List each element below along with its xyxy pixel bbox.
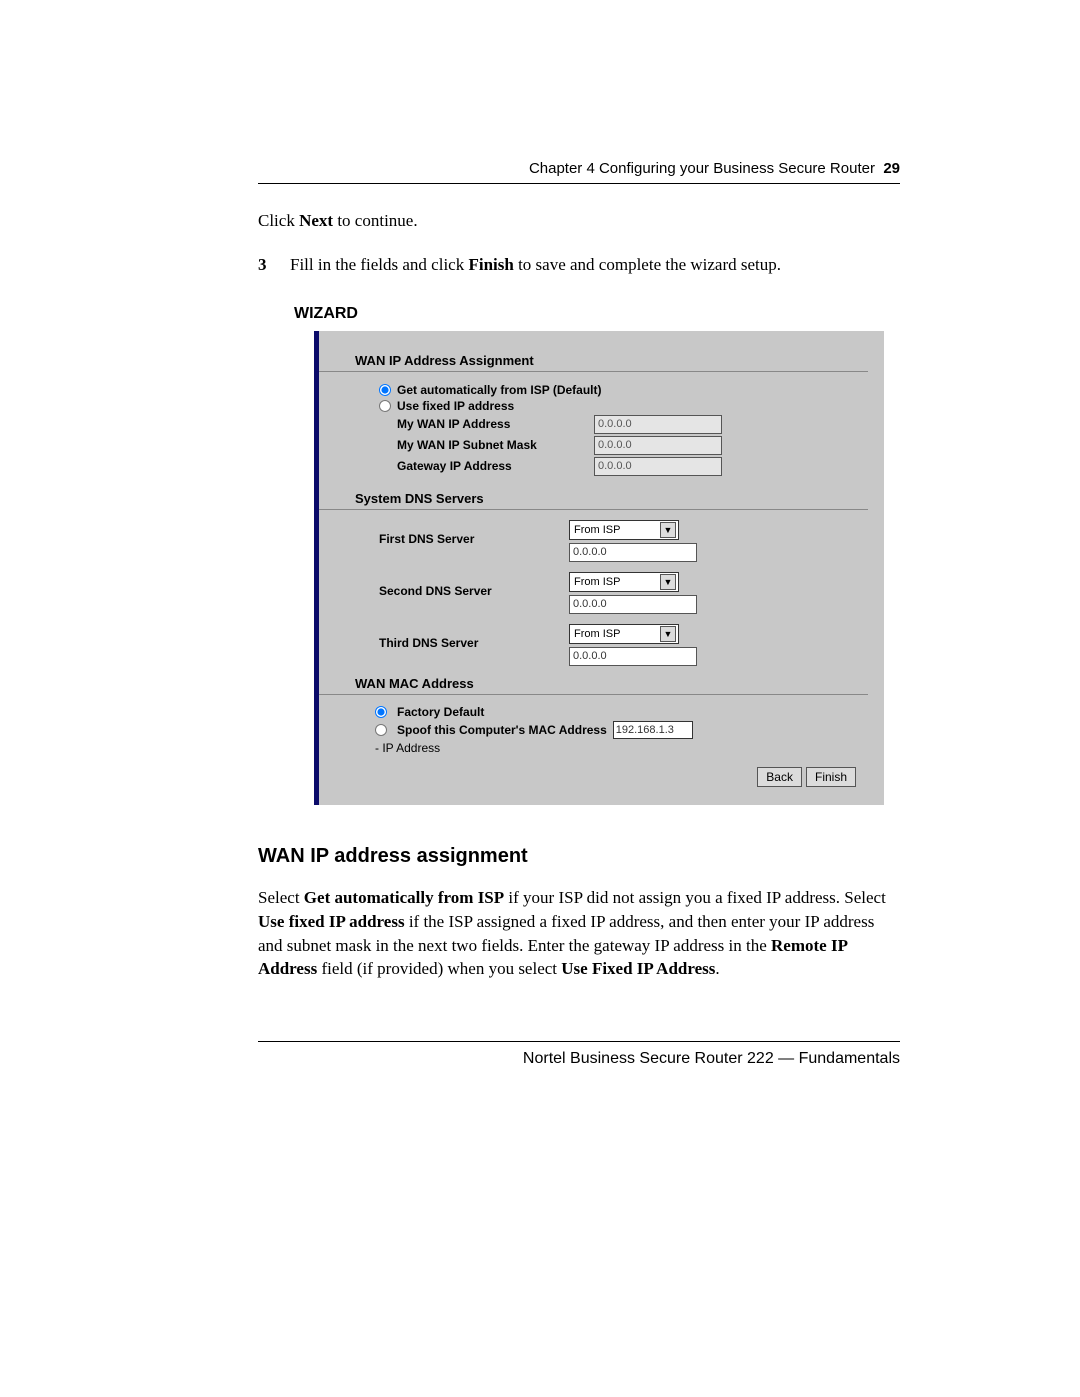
dns3-select[interactable]: From ISP ▼ <box>569 624 679 644</box>
intro-text: Click Next to continue. <box>258 210 900 233</box>
radio-fixed[interactable] <box>379 400 391 412</box>
input-my-mask[interactable] <box>594 436 722 455</box>
wizard-panel: WAN IP Address Assignment Get automatica… <box>314 331 884 805</box>
radio-auto[interactable] <box>379 384 391 396</box>
section-paragraph: Select Get automatically from ISP if you… <box>258 886 900 981</box>
lbl-gateway: Gateway IP Address <box>379 459 594 473</box>
ip-address-note: - IP Address <box>375 741 868 755</box>
wizard-caption: WIZARD <box>294 305 900 323</box>
input-my-ip[interactable] <box>594 415 722 434</box>
radio-factory-row[interactable]: Factory Default <box>375 705 868 719</box>
dns-row-1: First DNS Server From ISP ▼ <box>379 520 884 562</box>
dns2-label: Second DNS Server <box>379 572 569 598</box>
step-3: 3 Fill in the fields and click Finish to… <box>258 255 900 275</box>
radio-fixed-row[interactable]: Use fixed IP address <box>319 398 884 414</box>
chapter-title: Chapter 4 Configuring your Business Secu… <box>529 160 875 177</box>
radio-factory[interactable] <box>375 706 387 718</box>
finish-button[interactable]: Finish <box>806 767 856 787</box>
chevron-down-icon: ▼ <box>660 574 676 590</box>
dns1-input[interactable] <box>569 543 697 562</box>
radio-factory-label: Factory Default <box>397 705 484 719</box>
dns3-label: Third DNS Server <box>379 624 569 650</box>
dns1-select[interactable]: From ISP ▼ <box>569 520 679 540</box>
lbl-my-mask: My WAN IP Subnet Mask <box>379 438 594 452</box>
lbl-my-ip: My WAN IP Address <box>379 417 594 431</box>
chevron-down-icon: ▼ <box>660 522 676 538</box>
radio-fixed-label: Use fixed IP address <box>397 399 514 413</box>
input-gateway[interactable] <box>594 457 722 476</box>
dns1-label: First DNS Server <box>379 520 569 546</box>
step-text: Fill in the fields and click Finish to s… <box>290 255 900 275</box>
spoof-input[interactable] <box>613 721 693 739</box>
radio-spoof-row[interactable]: Spoof this Computer's MAC Address <box>375 721 868 739</box>
chevron-down-icon: ▼ <box>660 626 676 642</box>
dns-row-3: Third DNS Server From ISP ▼ <box>379 624 884 666</box>
step-number: 3 <box>258 255 272 275</box>
radio-spoof[interactable] <box>375 724 387 736</box>
page-footer: Nortel Business Secure Router 222 — Fund… <box>258 1041 900 1068</box>
dns3-input[interactable] <box>569 647 697 666</box>
section-heading: WAN IP address assignment <box>258 845 900 868</box>
section-mac: WAN MAC Address <box>319 676 868 695</box>
dns-row-2: Second DNS Server From ISP ▼ <box>379 572 884 614</box>
page-number: 29 <box>883 160 900 177</box>
section-wan-ip: WAN IP Address Assignment <box>319 353 868 372</box>
back-button[interactable]: Back <box>757 767 802 787</box>
radio-spoof-label: Spoof this Computer's MAC Address <box>397 723 607 737</box>
page-header: Chapter 4 Configuring your Business Secu… <box>258 160 900 184</box>
radio-auto-row[interactable]: Get automatically from ISP (Default) <box>319 382 884 398</box>
section-dns: System DNS Servers <box>319 491 868 510</box>
dns2-select[interactable]: From ISP ▼ <box>569 572 679 592</box>
radio-auto-label: Get automatically from ISP (Default) <box>397 383 602 397</box>
dns2-input[interactable] <box>569 595 697 614</box>
